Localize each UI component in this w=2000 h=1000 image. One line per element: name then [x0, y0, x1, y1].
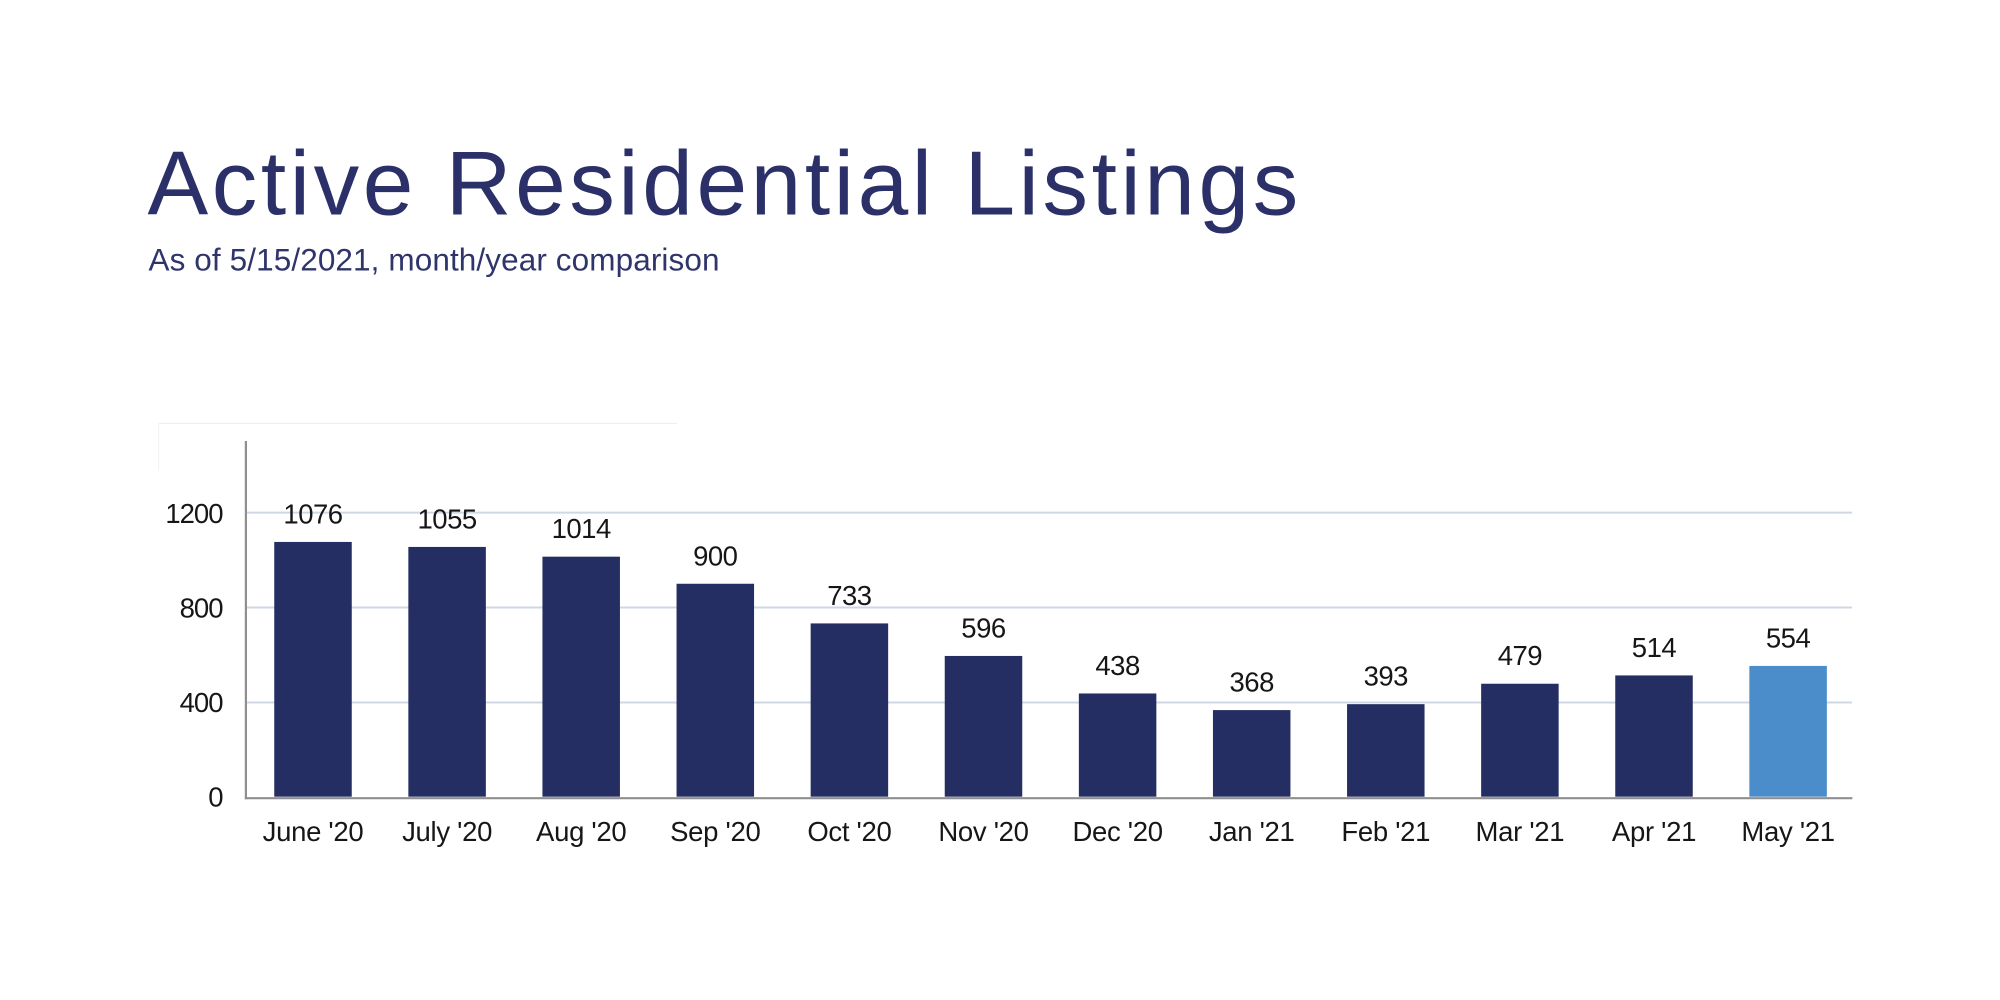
svg-text:393: 393: [1364, 661, 1409, 692]
svg-text:Oct '20: Oct '20: [807, 816, 891, 847]
svg-text:438: 438: [1095, 650, 1140, 681]
svg-text:514: 514: [1632, 632, 1677, 663]
svg-text:Active Residential Listings: Active Residential Listings: [148, 134, 1302, 235]
svg-text:368: 368: [1230, 667, 1275, 698]
svg-text:Aug '20: Aug '20: [536, 816, 626, 847]
svg-text:400: 400: [180, 687, 224, 718]
svg-text:May '21: May '21: [1741, 816, 1834, 847]
svg-text:900: 900: [693, 540, 738, 571]
svg-text:1014: 1014: [552, 513, 611, 544]
svg-text:June '20: June '20: [263, 816, 364, 847]
svg-text:554: 554: [1766, 622, 1811, 653]
svg-text:Feb '21: Feb '21: [1341, 816, 1430, 847]
svg-text:1055: 1055: [418, 504, 477, 535]
svg-text:Mar '21: Mar '21: [1476, 816, 1565, 847]
svg-text:733: 733: [827, 580, 872, 611]
svg-text:As of 5/15/2021, month/year co: As of 5/15/2021, month/year comparison: [149, 241, 720, 277]
svg-text:800: 800: [180, 593, 224, 624]
svg-text:Sep '20: Sep '20: [670, 816, 760, 847]
svg-text:479: 479: [1498, 640, 1542, 671]
svg-text:1076: 1076: [283, 499, 342, 530]
svg-text:Nov '20: Nov '20: [938, 816, 1028, 847]
svg-text:Apr '21: Apr '21: [1612, 816, 1696, 847]
svg-text:Jan '21: Jan '21: [1209, 816, 1295, 847]
svg-text:1200: 1200: [165, 498, 223, 529]
svg-text:596: 596: [961, 613, 1006, 644]
svg-text:0: 0: [208, 782, 223, 813]
svg-text:July '20: July '20: [402, 816, 492, 847]
svg-text:Dec '20: Dec '20: [1072, 816, 1162, 847]
